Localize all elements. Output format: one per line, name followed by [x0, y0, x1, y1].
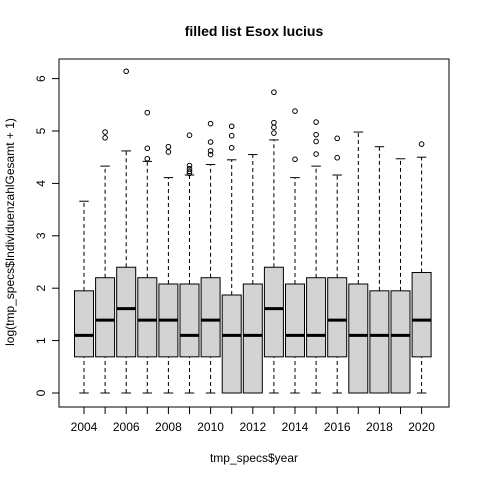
boxes-group [74, 68, 432, 394]
x-tick-label: 2012 [239, 420, 266, 434]
y-axis-label: log(tmp_specs$IndividuenzahlGesamt + 1) [3, 118, 17, 346]
box-iqr [369, 290, 390, 394]
outlier-point [207, 120, 214, 127]
box-2018 [369, 146, 390, 394]
outlier-point [292, 108, 298, 114]
box-2004 [74, 200, 94, 394]
box-iqr [221, 294, 242, 394]
box-2013 [263, 89, 284, 394]
y-tick-label: 4 [34, 180, 48, 187]
outlier-point [186, 162, 193, 169]
x-tick-label: 2004 [71, 420, 98, 434]
box-2010 [200, 120, 221, 394]
outlier-point [186, 168, 193, 175]
x-tick-label: 2020 [408, 420, 435, 434]
outlier-point [292, 156, 298, 163]
box-iqr [411, 271, 432, 358]
outlier-point [271, 119, 277, 126]
x-tick-label: 2018 [366, 420, 393, 434]
outlier-point [271, 124, 277, 131]
box-2016 [327, 135, 348, 394]
box-iqr [306, 277, 327, 358]
box-2005 [95, 129, 116, 394]
outlier-point [313, 138, 319, 145]
outlier-point [313, 151, 319, 157]
box-iqr [348, 283, 369, 394]
box-iqr [95, 277, 116, 358]
box-iqr [263, 266, 284, 358]
outlier-point [102, 129, 108, 135]
y-axis: 0 1 2 3 4 5 6 [34, 75, 60, 396]
y-tick-label: 1 [34, 337, 48, 344]
outlier-point [186, 132, 193, 138]
box-iqr [390, 290, 411, 394]
outlier-point [271, 130, 277, 136]
x-tick-label: 2016 [324, 420, 351, 434]
outlier-point [207, 151, 214, 158]
box-iqr [285, 283, 305, 358]
box-2009 [179, 132, 200, 394]
box-iqr [200, 277, 221, 358]
outlier-point [228, 144, 235, 151]
box-iqr [179, 283, 200, 358]
box-iqr [116, 266, 137, 358]
x-tick-label: 2014 [282, 420, 309, 434]
box-2007 [137, 109, 158, 394]
box-2015 [306, 119, 327, 394]
box-2019 [390, 158, 411, 394]
y-tick-label: 3 [34, 232, 48, 239]
x-tick-label: 2008 [155, 420, 182, 434]
box-2008 [158, 143, 179, 394]
x-tick-label: 2006 [113, 420, 140, 434]
y-tick-label: 5 [34, 127, 48, 134]
box-2012 [242, 154, 263, 394]
outlier-point [271, 89, 277, 96]
outlier-point [144, 109, 151, 116]
outlier-point [165, 143, 172, 150]
outlier-point [334, 135, 341, 142]
box-2011 [221, 123, 242, 394]
outlier-point [418, 141, 425, 147]
box-iqr [327, 277, 348, 358]
y-tick-label: 2 [34, 285, 48, 292]
box-iqr [242, 283, 263, 394]
outlier-point [207, 148, 214, 154]
y-tick-label: 6 [34, 75, 48, 82]
box-2020 [411, 141, 432, 394]
x-tick-label: 2010 [197, 420, 224, 434]
outlier-point [102, 135, 108, 141]
outlier-point [313, 131, 319, 138]
box-iqr [137, 277, 158, 358]
chart-title: filled list Esox lucius [185, 23, 324, 39]
outlier-point [313, 119, 319, 125]
x-axis: 2004 2006 2008 2010 2012 2014 2016 2018 2020 [71, 406, 435, 434]
box-iqr [74, 290, 94, 358]
outlier-point [123, 68, 129, 75]
outlier-point [334, 154, 341, 161]
outlier-point [228, 132, 235, 139]
outlier-point [144, 155, 151, 162]
outlier-point [186, 165, 193, 172]
outlier-point [207, 139, 214, 145]
outlier-point [228, 123, 235, 130]
box-2014 [285, 108, 305, 394]
box-2017 [348, 131, 369, 394]
outlier-point [144, 145, 151, 152]
outlier-point [165, 149, 172, 155]
box-2006 [116, 68, 137, 394]
x-axis-label: tmp_specs$year [210, 451, 298, 465]
y-tick-label: 0 [34, 389, 48, 396]
